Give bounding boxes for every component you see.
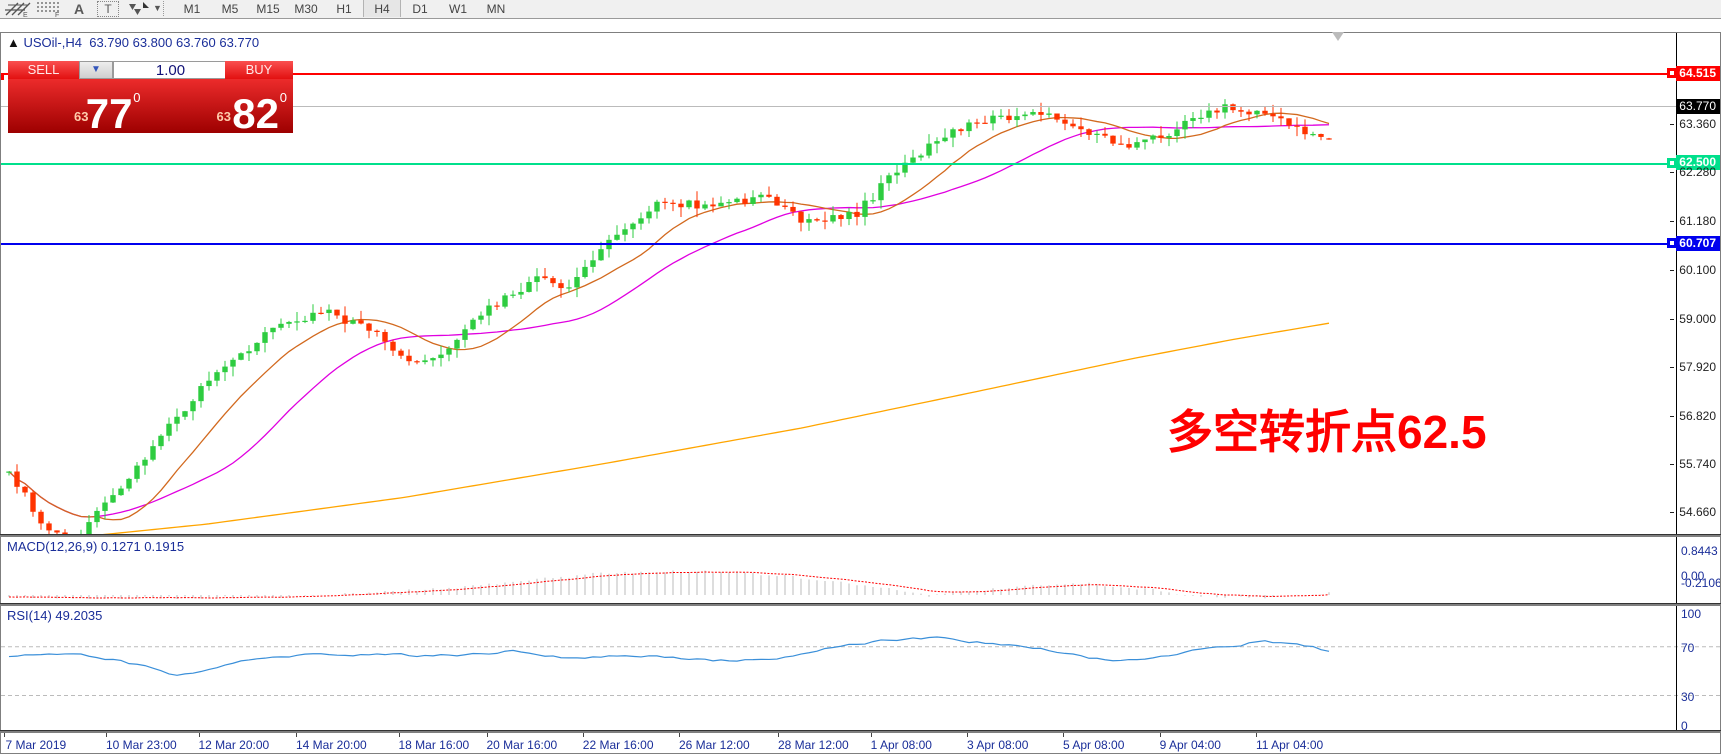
svg-text:F: F [55, 12, 59, 17]
svg-text:E: E [23, 12, 28, 17]
